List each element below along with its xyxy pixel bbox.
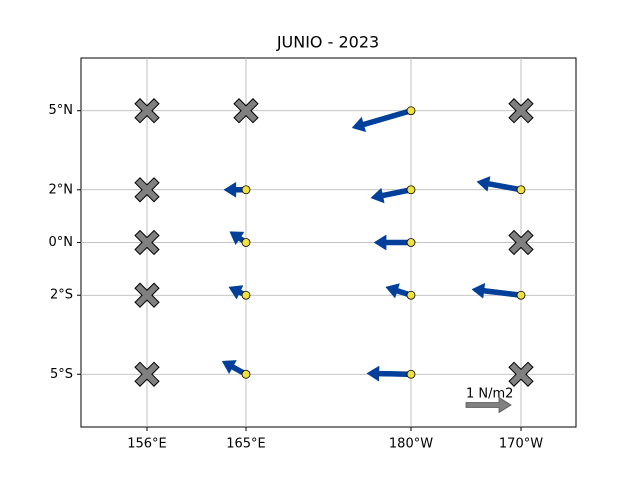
y-tick-label: 2°N [49, 182, 74, 197]
missing-marker-fill [135, 99, 159, 122]
y-tick-label: 0°N [49, 235, 74, 250]
wind-arrow [366, 365, 412, 382]
wind-arrow [476, 176, 522, 193]
station-point [241, 290, 251, 300]
station-point [406, 238, 416, 247]
station-point [241, 185, 251, 195]
missing-marker-fill [135, 283, 159, 307]
x-tick-label: 156°E [127, 437, 167, 452]
missing-marker-fill [509, 99, 533, 122]
station-point [406, 106, 416, 116]
x-tick-label: 170°W [499, 437, 543, 452]
wind-arrow [471, 282, 522, 299]
missing-marker-fill [135, 363, 159, 386]
key-label: 1 N/m2 [466, 387, 513, 402]
missing-marker-fill [234, 99, 258, 122]
key-arrow [465, 396, 512, 414]
station-point [516, 185, 526, 195]
y-tick-label: 5°N [49, 103, 74, 118]
station-point [406, 185, 416, 195]
y-tick-label: 5°S [50, 367, 73, 382]
station-point [406, 369, 416, 379]
chart-title: JUNIO - 2023 [276, 33, 379, 52]
missing-marker-fill [135, 231, 159, 254]
wind-arrow [373, 234, 412, 251]
station-point [516, 290, 526, 300]
wind-arrow [351, 107, 413, 133]
missing-marker-fill [509, 231, 533, 254]
station-point [406, 290, 416, 300]
y-tick-label: 2°S [50, 288, 73, 303]
station-point [241, 369, 251, 379]
grid [81, 58, 576, 427]
missing-marker-fill [135, 178, 159, 202]
x-tick-label: 165°E [226, 437, 266, 452]
missing-marker-fill [509, 363, 533, 386]
station-point [241, 238, 251, 247]
x-tick-label: 180°W [389, 437, 433, 452]
wind-arrow [370, 187, 412, 204]
